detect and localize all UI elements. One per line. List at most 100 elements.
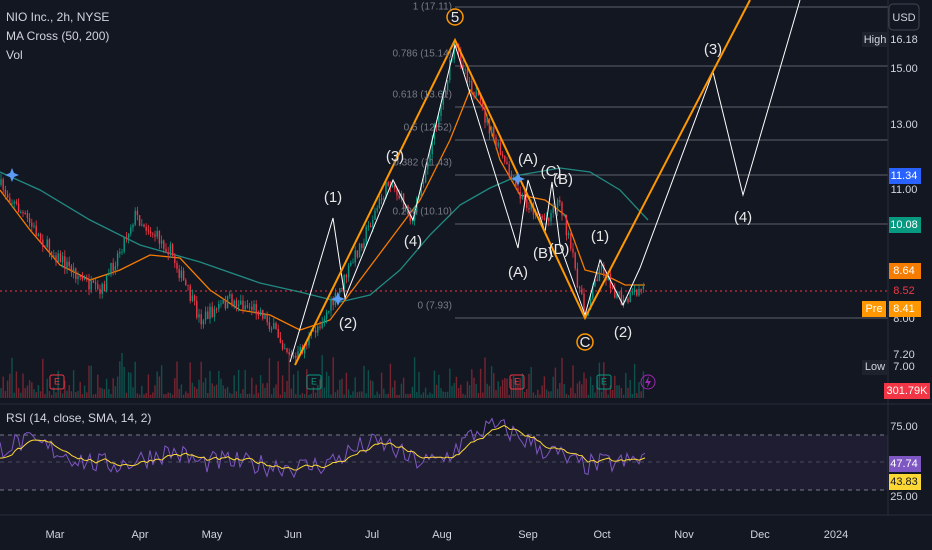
price-pane <box>0 0 888 398</box>
candle-body <box>220 303 222 305</box>
candle-body <box>233 300 235 306</box>
candle-body <box>583 293 585 312</box>
volume-bar <box>163 394 165 398</box>
candle-body <box>290 354 293 357</box>
candle-body <box>110 262 112 275</box>
candle-body <box>185 280 187 285</box>
volume-bar <box>380 372 383 398</box>
candle-body <box>572 248 574 253</box>
volume-bar <box>609 385 612 398</box>
volume-bar <box>121 352 123 398</box>
volume-bar <box>33 389 35 398</box>
candle-body <box>446 80 449 91</box>
volume-bar <box>90 365 92 398</box>
volume-bar <box>141 385 143 398</box>
volume-bar <box>77 390 79 398</box>
volume-bar <box>0 388 2 398</box>
volume-bar <box>147 374 150 398</box>
volume-bar <box>224 388 227 398</box>
volume-bar <box>213 386 216 398</box>
candle-body <box>255 304 257 314</box>
candle-body <box>279 337 282 343</box>
candle-body <box>204 311 207 321</box>
volume-bar <box>143 394 145 398</box>
candle-body <box>633 289 636 292</box>
volume-bar <box>510 378 513 398</box>
volume-bar <box>165 394 167 398</box>
candle-body <box>123 237 125 252</box>
volume-bar <box>413 357 416 398</box>
candle-body <box>189 285 191 301</box>
candle-body <box>213 308 216 317</box>
candle-body <box>292 355 295 357</box>
candle-body <box>275 323 277 329</box>
volume-bar <box>519 378 521 398</box>
candle-body <box>68 261 70 266</box>
price-label: 10.08 <box>890 219 918 231</box>
candle-body <box>297 351 299 359</box>
candle-body <box>347 265 350 278</box>
candle-body <box>543 218 546 220</box>
rsi-label: 75.00 <box>890 421 918 433</box>
candle-body <box>165 248 167 253</box>
event-label[interactable]: E <box>601 376 607 386</box>
candle-body <box>226 296 229 309</box>
price-label: 11.00 <box>891 184 918 196</box>
volume-bar <box>270 394 273 398</box>
volume-bar <box>488 385 491 398</box>
candle-body <box>427 162 429 170</box>
wave-label: (A) <box>508 264 528 281</box>
volume-bar <box>466 381 469 398</box>
candle-body <box>299 347 301 352</box>
event-label[interactable]: E <box>54 376 60 386</box>
candle-body <box>462 64 464 70</box>
volume-bar <box>570 387 572 398</box>
volume-bar <box>22 373 24 398</box>
candle-body <box>640 288 642 290</box>
candle-body <box>94 282 97 285</box>
volume-bar <box>303 394 306 398</box>
candle-body <box>251 306 253 311</box>
wave-label: (B) <box>533 245 553 262</box>
candle-body <box>17 203 20 213</box>
volume-bar <box>218 371 220 398</box>
volume-bar <box>339 379 341 398</box>
candle-body <box>354 250 356 263</box>
candle-body <box>424 169 427 183</box>
candle-body <box>367 225 370 227</box>
candle-body <box>0 179 2 185</box>
candle-body <box>211 306 213 317</box>
volume-bar <box>462 393 464 398</box>
volume-bar <box>226 386 229 398</box>
candle-body <box>138 215 141 226</box>
volume-bar <box>317 384 319 398</box>
candle-body <box>563 214 565 216</box>
event-label[interactable]: E <box>311 376 317 386</box>
candle-body <box>141 224 143 226</box>
candle-body <box>86 278 88 280</box>
event-label[interactable]: E <box>514 376 520 386</box>
currency[interactable]: USD <box>892 12 915 24</box>
candle-body <box>152 233 154 235</box>
volume-bar <box>39 391 42 398</box>
volume-bar <box>627 387 629 398</box>
volume-bar <box>383 388 385 398</box>
candle-body <box>312 329 315 331</box>
volume-bar <box>534 394 537 398</box>
candle-body <box>288 352 290 355</box>
volume-bar <box>279 394 282 398</box>
candle-body <box>526 199 528 208</box>
volume-bar <box>420 394 422 398</box>
currency-button[interactable] <box>888 3 920 31</box>
volume-bar <box>411 386 414 398</box>
candle-body <box>176 263 178 270</box>
volume-bar <box>347 389 350 398</box>
candle-body <box>387 182 389 187</box>
volume-bar <box>517 384 519 398</box>
volume-bar <box>9 373 11 398</box>
price-label: 13.00 <box>890 119 918 131</box>
volume-bar <box>440 388 442 398</box>
volume-bar <box>499 386 502 398</box>
volume-bar <box>550 391 552 398</box>
